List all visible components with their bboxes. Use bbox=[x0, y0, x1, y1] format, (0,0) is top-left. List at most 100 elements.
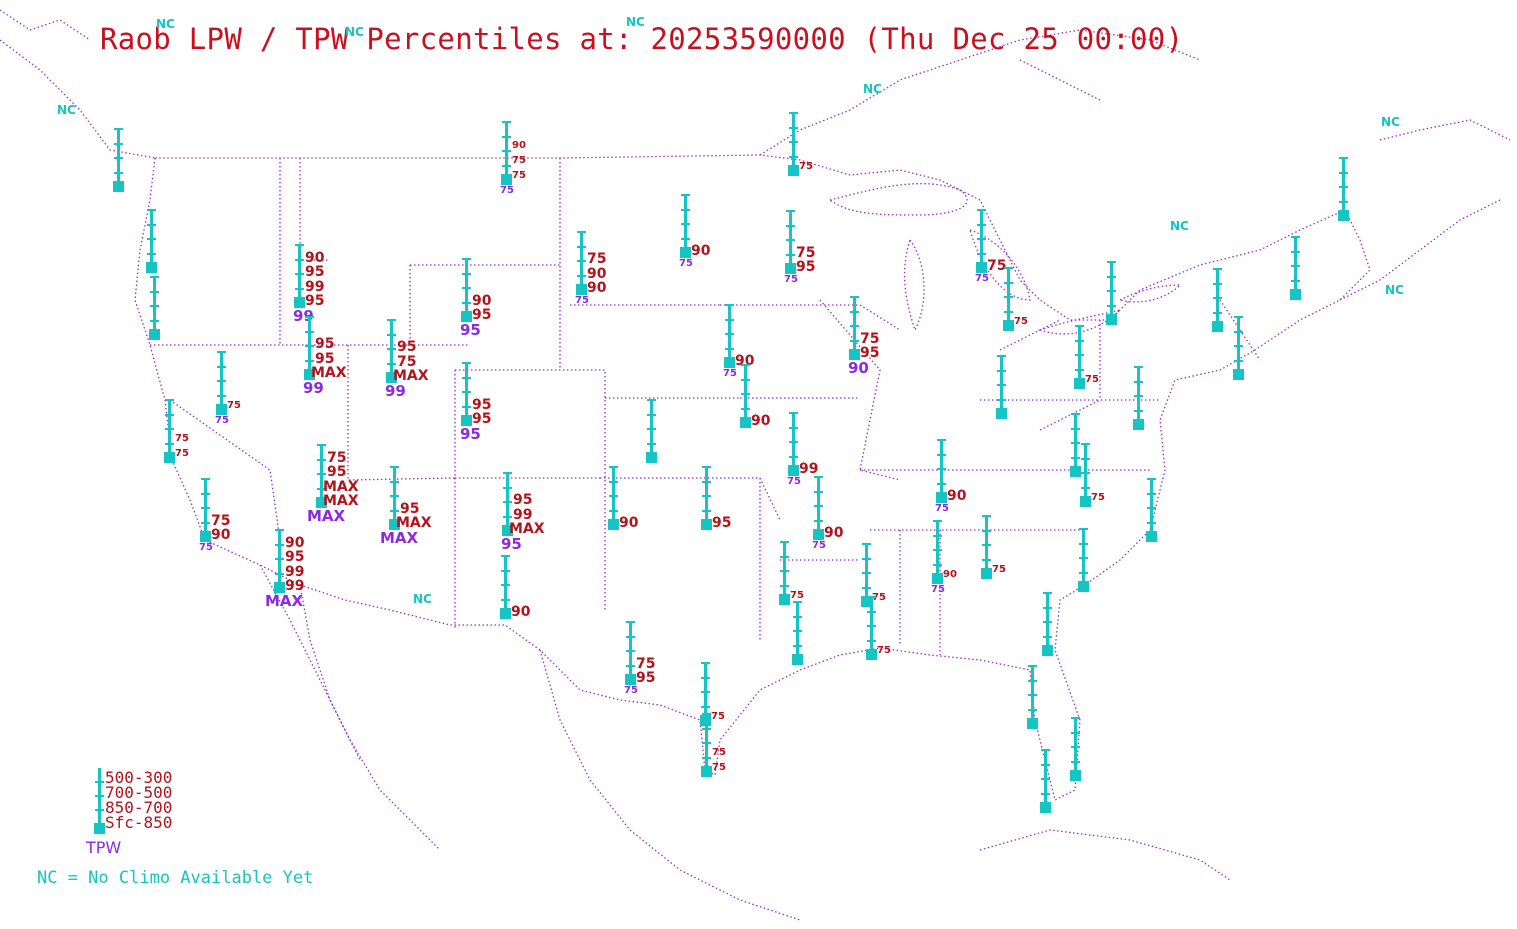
layer-percentile-label: 95 bbox=[636, 670, 656, 686]
station-box bbox=[461, 415, 472, 426]
station-tick bbox=[577, 260, 586, 262]
station-tick bbox=[501, 555, 510, 557]
tpw-percentile-label: 75 bbox=[784, 274, 798, 285]
no-climo-marker: NC bbox=[1385, 283, 1404, 297]
station-box bbox=[981, 568, 992, 579]
station-tick bbox=[387, 333, 396, 336]
station-tick bbox=[114, 171, 123, 174]
station-tick bbox=[217, 365, 226, 368]
station-tick bbox=[681, 223, 690, 225]
station-tick bbox=[741, 393, 750, 395]
station-box bbox=[1042, 645, 1053, 656]
layer-percentile-label: 99 bbox=[513, 506, 533, 523]
station-tick bbox=[933, 563, 942, 566]
station-tick bbox=[201, 507, 210, 509]
layer-percentile-label: 95 bbox=[400, 500, 420, 517]
station-box bbox=[861, 596, 872, 607]
tpw-percentile-label: 99 bbox=[385, 382, 406, 400]
station-tick bbox=[462, 405, 471, 408]
layer-percentile-label: 75 bbox=[711, 711, 725, 722]
station-tick bbox=[789, 412, 798, 414]
station-tick bbox=[741, 407, 750, 410]
layer-percentile-label: 90 bbox=[751, 413, 771, 429]
station-tick bbox=[275, 543, 284, 546]
station-tick bbox=[462, 376, 471, 379]
station-tick bbox=[295, 258, 304, 261]
station-tick bbox=[1339, 186, 1348, 188]
station-tick bbox=[702, 495, 711, 497]
tpw-percentile-label: 75 bbox=[575, 295, 589, 306]
station-tick bbox=[780, 570, 789, 572]
station-tick bbox=[577, 231, 586, 233]
station-box bbox=[304, 369, 315, 380]
layer-percentile-label: 90 bbox=[947, 488, 967, 504]
station-tick bbox=[1075, 325, 1084, 327]
layer-percentile-label: 95 bbox=[327, 464, 347, 480]
tpw-percentile-label: 75 bbox=[975, 273, 989, 284]
layer-percentile-label: 95 bbox=[285, 549, 305, 565]
station-box bbox=[936, 492, 947, 503]
no-climo-marker: NC bbox=[1381, 115, 1400, 129]
tpw-percentile-label: 95 bbox=[460, 321, 481, 339]
layer-percentile-label: 90 bbox=[587, 280, 607, 296]
station-box bbox=[1233, 369, 1244, 380]
station-box bbox=[501, 174, 512, 185]
station-tick bbox=[503, 515, 512, 518]
layer-percentile-label: MAX bbox=[509, 521, 545, 537]
station-tick bbox=[577, 274, 586, 277]
no-climo-marker: NC bbox=[345, 25, 364, 39]
station-tick bbox=[982, 529, 991, 532]
station-tick bbox=[982, 544, 991, 546]
layer-percentile-label: 90 bbox=[305, 249, 325, 266]
station-box bbox=[849, 349, 860, 360]
station-box bbox=[1146, 531, 1157, 542]
station-tick bbox=[147, 238, 156, 240]
station-tick bbox=[1071, 442, 1080, 444]
station-box bbox=[1027, 718, 1038, 729]
tpw-percentile-label: 75 bbox=[199, 542, 213, 553]
station-tick bbox=[317, 473, 326, 475]
station-tick bbox=[789, 426, 798, 429]
layer-percentile-label: 95 bbox=[472, 396, 492, 413]
station-tick bbox=[1071, 717, 1080, 719]
station-box bbox=[113, 181, 124, 192]
station-box bbox=[866, 649, 877, 660]
station-tick bbox=[1081, 457, 1090, 460]
station-tick bbox=[502, 164, 511, 167]
station-tick bbox=[1043, 606, 1052, 609]
station-tick bbox=[937, 453, 946, 456]
station-tick bbox=[780, 584, 789, 587]
layer-percentile-label: 99 bbox=[305, 278, 325, 295]
tpw-percentile-label: 99 bbox=[303, 379, 324, 397]
legend-layer-500-300: 500-300 bbox=[105, 768, 173, 787]
station-tick bbox=[501, 584, 510, 586]
layer-percentile-label: 90 bbox=[691, 243, 711, 259]
station-tick bbox=[1147, 478, 1156, 480]
station-tick bbox=[793, 630, 802, 632]
station-box bbox=[996, 408, 1007, 419]
layer-percentile-label: MAX bbox=[323, 478, 359, 495]
station-box bbox=[294, 297, 305, 308]
layer-percentile-label: 75 bbox=[175, 433, 189, 444]
station-box bbox=[1070, 770, 1081, 781]
station-tick bbox=[1234, 345, 1243, 347]
station-tick bbox=[702, 727, 711, 730]
station-tick bbox=[462, 287, 471, 289]
station-tick bbox=[702, 742, 711, 744]
no-climo-marker: NC bbox=[626, 15, 645, 29]
station-tick bbox=[295, 287, 304, 290]
station-tick bbox=[867, 610, 876, 613]
no-climo-marker: NC bbox=[863, 82, 882, 96]
station-box bbox=[779, 594, 790, 605]
station-tick bbox=[789, 441, 798, 443]
station-tick bbox=[295, 273, 304, 275]
station-tick bbox=[982, 558, 991, 561]
station-tick bbox=[1041, 763, 1050, 766]
station-tick bbox=[147, 209, 156, 211]
station-tick bbox=[1004, 310, 1013, 313]
station-tick bbox=[997, 384, 1006, 386]
layer-percentile-label: 75 bbox=[872, 592, 886, 603]
station-tick bbox=[114, 142, 123, 145]
station-tick bbox=[814, 505, 823, 507]
station-tick bbox=[387, 348, 396, 350]
